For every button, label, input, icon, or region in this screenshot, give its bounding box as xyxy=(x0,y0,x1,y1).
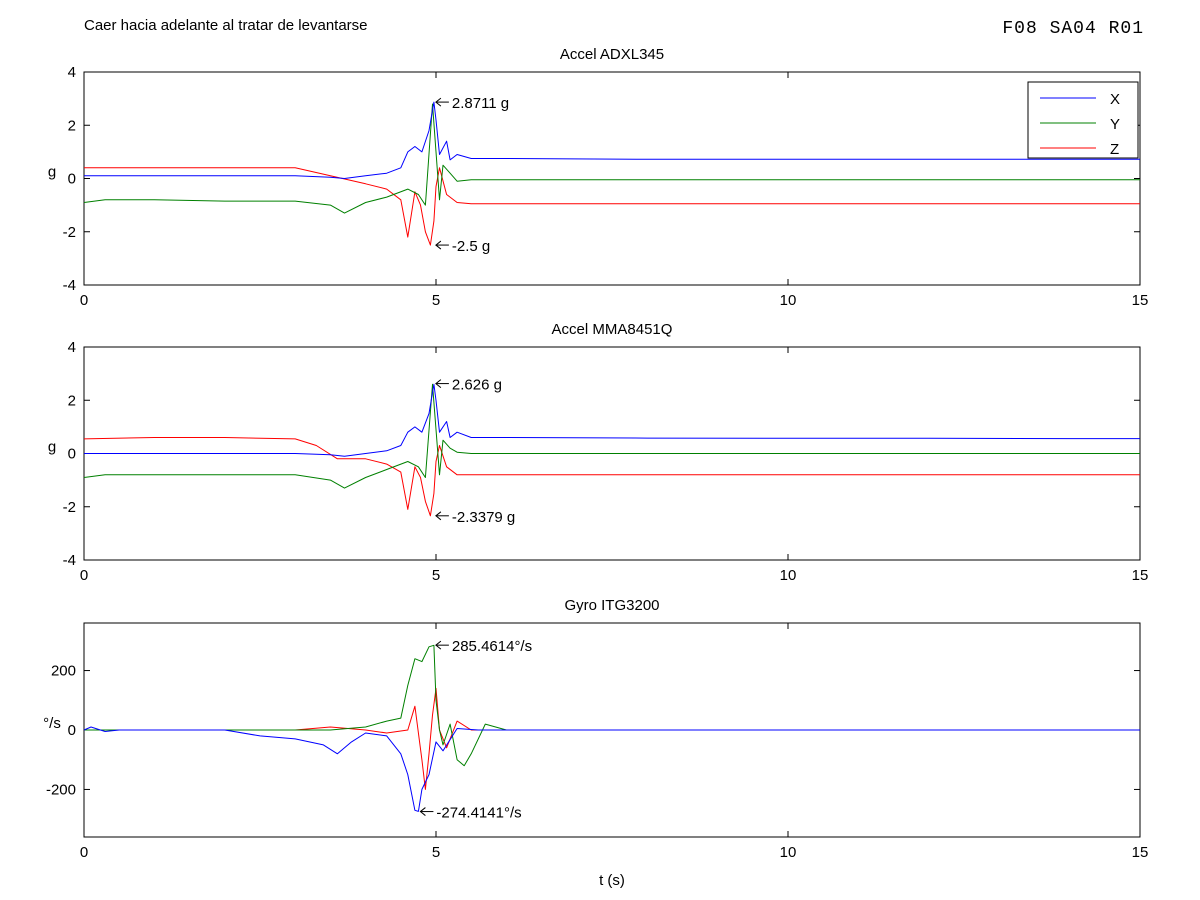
panel-1-annotation-2: -2.5 g xyxy=(452,238,490,255)
panel-2-annotation-arrowhead xyxy=(435,379,442,388)
panel-3-ytick-label: 200 xyxy=(51,663,76,680)
panel-3-xtick-label: 5 xyxy=(432,844,440,861)
panel-1-axes-box xyxy=(83,71,1141,286)
panel-2-xtick-label: 15 xyxy=(1132,567,1149,584)
panel-2-series-y xyxy=(83,383,1140,489)
panel-1-series-y xyxy=(83,103,1140,214)
panel-2-ytick-label: -4 xyxy=(63,552,76,569)
panel-3-annotation-arrowhead xyxy=(435,640,442,650)
figure-title: Caer hacia adelante al tratar de levanta… xyxy=(84,17,368,34)
figure-code: F08 SA04 R01 xyxy=(1002,19,1144,39)
panel-1-ylabel: g xyxy=(48,164,56,181)
panel-2-series-z xyxy=(83,437,1140,517)
panel-3-xtick-label: 0 xyxy=(80,844,88,861)
panel-1-legend-label-x: X xyxy=(1110,91,1120,108)
panel-1-ytick-label: -2 xyxy=(63,224,76,241)
panel-2-series-x xyxy=(84,383,1140,457)
panel-2-xtick-label: 5 xyxy=(432,567,440,584)
panel-1-annotation-arrowhead xyxy=(435,97,442,107)
panel-2-ytick-label: -2 xyxy=(63,499,76,516)
panel-3-ytick-label: 0 xyxy=(68,722,76,739)
panel-1-legend-box xyxy=(1027,81,1139,159)
panel-2-ylabel: g xyxy=(48,439,56,456)
panel-1-ytick-label: 4 xyxy=(68,64,76,81)
panel-2-annotation-2: -2.3379 g xyxy=(452,509,515,526)
panel-1-title: Accel ADXL345 xyxy=(560,46,664,63)
panel-3-xtick-label: 15 xyxy=(1132,844,1149,861)
panel-2-xtick-label: 10 xyxy=(780,567,797,584)
panel-1-xtick-label: 5 xyxy=(432,292,440,309)
panel-1-xtick-label: 10 xyxy=(780,292,797,309)
panel-1-ytick-label: 0 xyxy=(68,171,76,188)
panel-1-xtick-label: 0 xyxy=(80,292,88,309)
panel-2-annotation-arrowhead xyxy=(435,511,442,521)
panel-3-xlabel: t (s) xyxy=(599,872,625,889)
panel-2-ytick-label: 0 xyxy=(68,446,76,463)
panel-1-annotation-1: 2.8711 g xyxy=(452,95,509,112)
panel-1-ytick-label: 2 xyxy=(68,117,76,134)
panel-1-legend-label-z: Z xyxy=(1110,141,1119,158)
panel-1-ytick-label: -4 xyxy=(63,277,76,294)
panel-3-ylabel: °/s xyxy=(43,715,61,732)
panel-3-annotation-1: 285.4614°/s xyxy=(452,638,532,655)
panel-1-series-z xyxy=(84,167,1140,246)
panel-3-series-x xyxy=(83,726,1140,812)
panel-2-annotation-1: 2.626 g xyxy=(452,377,502,394)
panel-3-series-y xyxy=(84,644,1140,767)
panel-2-ytick-label: 4 xyxy=(68,339,76,356)
panel-1-legend-label-y: Y xyxy=(1110,116,1120,133)
panel-2-xtick-label: 0 xyxy=(80,567,88,584)
panel-3-annotation-arrowhead xyxy=(419,807,426,816)
panel-3-xtick-label: 10 xyxy=(780,844,797,861)
panel-3-annotation-2: -274.4141°/s xyxy=(436,805,521,822)
panel-3-title: Gyro ITG3200 xyxy=(564,597,659,614)
panel-1-xtick-label: 15 xyxy=(1132,292,1149,309)
panel-2-ytick-label: 2 xyxy=(68,392,76,409)
panel-3-ytick-label: -200 xyxy=(46,781,76,798)
panel-2-title: Accel MMA8451Q xyxy=(552,321,673,338)
panel-1-series-x xyxy=(84,101,1140,179)
panel-1-annotation-arrowhead xyxy=(435,240,442,250)
